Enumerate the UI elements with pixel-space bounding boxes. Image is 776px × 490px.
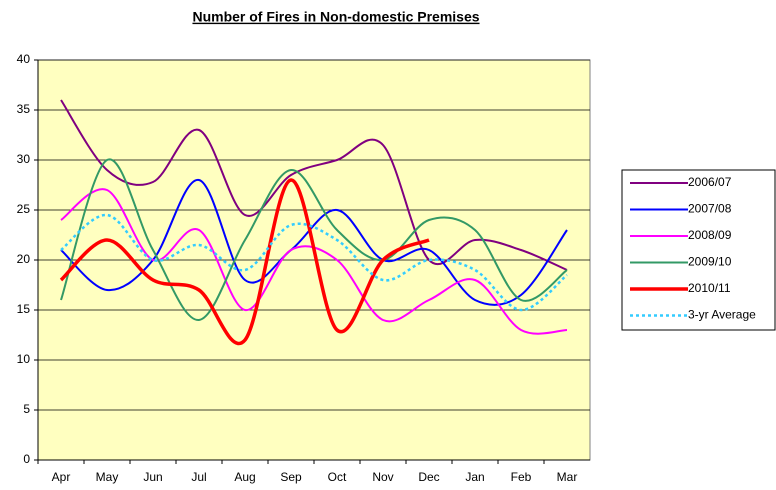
series-line: [60, 188, 568, 335]
x-tick-label: Oct: [328, 470, 347, 484]
y-tick-label: 15: [17, 302, 31, 316]
x-tick-label: Feb: [511, 470, 532, 484]
legend-label: 2006/07: [688, 175, 732, 189]
y-tick-label: 5: [23, 402, 30, 416]
y-tick-label: 20: [17, 252, 31, 266]
y-tick-label: 40: [17, 52, 31, 66]
y-tick-label: 25: [17, 202, 31, 216]
legend-label: 2008/09: [688, 228, 732, 242]
y-tick-label: 0: [23, 452, 30, 466]
series-line: [60, 99, 568, 271]
series-line: [59, 178, 430, 345]
x-tick-label: Jan: [465, 470, 484, 484]
y-tick-label: 10: [17, 352, 31, 366]
x-tick-label: Aug: [234, 470, 255, 484]
series-line: [60, 158, 568, 321]
legend-label: 2010/11: [688, 281, 731, 295]
x-tick-label: May: [96, 470, 119, 484]
legend-box: [621, 169, 776, 331]
x-tick-label: Jun: [143, 470, 162, 484]
x-tick-label: Jul: [191, 470, 206, 484]
legend-label: 2009/10: [688, 255, 732, 269]
x-tick-label: Sep: [280, 470, 302, 484]
x-tick-label: Nov: [372, 470, 393, 484]
x-tick-label: Apr: [52, 470, 71, 484]
legend-label: 3-yr Average: [688, 308, 756, 322]
chart-title: Number of Fires in Non-domestic Premises: [192, 9, 479, 25]
x-tick-label: Dec: [418, 470, 439, 484]
y-tick-label: 35: [17, 102, 31, 116]
y-tick-label: 30: [17, 152, 31, 166]
x-tick-label: Mar: [557, 470, 578, 484]
legend-label: 2007/08: [688, 202, 732, 216]
